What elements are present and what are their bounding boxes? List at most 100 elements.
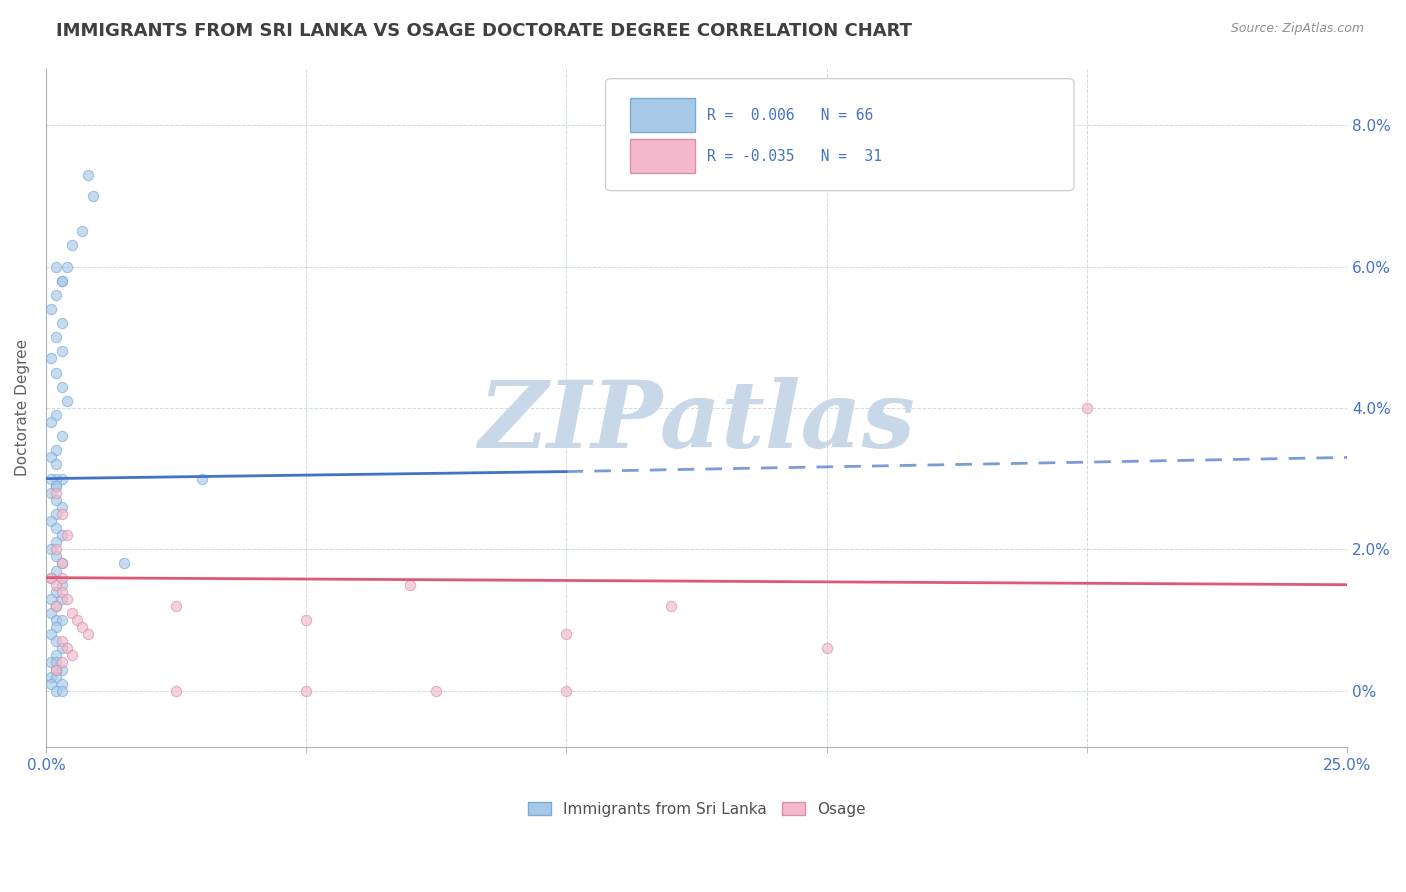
Point [45, 549, 67, 564]
Point [51, 663, 73, 677]
Point [45, 620, 67, 634]
Point [39, 591, 62, 606]
Point [51, 634, 73, 648]
Point [165, 683, 187, 698]
Text: ZIPatlas: ZIPatlas [478, 376, 915, 467]
Point [51, 344, 73, 359]
Point [51, 577, 73, 591]
Point [39, 485, 62, 500]
Point [45, 656, 67, 670]
Point [51, 500, 73, 514]
Point [45, 599, 67, 613]
Point [51, 316, 73, 330]
Point [45, 458, 67, 472]
Point [56, 591, 79, 606]
Point [39, 415, 62, 429]
Point [60, 606, 83, 620]
Point [45, 663, 67, 677]
Point [45, 599, 67, 613]
Point [39, 542, 62, 557]
Point [45, 260, 67, 274]
Point [39, 472, 62, 486]
FancyBboxPatch shape [606, 78, 1074, 191]
Point [45, 507, 67, 521]
Point [45, 492, 67, 507]
Point [39, 676, 62, 690]
Point [45, 542, 67, 557]
Point [51, 274, 73, 288]
Point [56, 393, 79, 408]
Point [45, 479, 67, 493]
Point [39, 351, 62, 366]
Point [39, 301, 62, 316]
Point [295, 613, 318, 627]
Point [165, 599, 187, 613]
Point [45, 485, 67, 500]
Point [45, 663, 67, 677]
Point [60, 238, 83, 252]
Point [45, 521, 67, 535]
Point [45, 535, 67, 549]
Point [39, 656, 62, 670]
Text: IMMIGRANTS FROM SRI LANKA VS OSAGE DOCTORATE DEGREE CORRELATION CHART: IMMIGRANTS FROM SRI LANKA VS OSAGE DOCTO… [56, 22, 912, 40]
Point [555, 627, 578, 641]
Point [76, 627, 98, 641]
Point [45, 577, 67, 591]
Point [39, 606, 62, 620]
Point [815, 641, 838, 656]
FancyBboxPatch shape [630, 98, 696, 132]
Point [82, 189, 104, 203]
Point [51, 641, 73, 656]
Y-axis label: Doctorate Degree: Doctorate Degree [15, 339, 30, 476]
Point [45, 443, 67, 458]
Point [51, 656, 73, 670]
Point [45, 584, 67, 599]
Text: Source: ZipAtlas.com: Source: ZipAtlas.com [1230, 22, 1364, 36]
Point [51, 557, 73, 571]
Point [51, 676, 73, 690]
Point [72, 224, 94, 238]
Point [56, 528, 79, 542]
Point [399, 577, 422, 591]
Point [51, 557, 73, 571]
Point [39, 670, 62, 684]
Point [51, 429, 73, 443]
Point [1076, 401, 1098, 415]
Point [39, 627, 62, 641]
Point [425, 683, 447, 698]
Point [56, 641, 79, 656]
Point [45, 472, 67, 486]
Point [51, 571, 73, 585]
Point [56, 260, 79, 274]
Point [72, 620, 94, 634]
Point [39, 571, 62, 585]
Point [51, 683, 73, 698]
Point [51, 584, 73, 599]
FancyBboxPatch shape [630, 139, 696, 173]
Point [51, 507, 73, 521]
Point [45, 564, 67, 578]
Point [555, 683, 578, 698]
Point [659, 599, 682, 613]
Point [51, 380, 73, 394]
Point [45, 613, 67, 627]
Point [295, 683, 318, 698]
Point [76, 168, 98, 182]
Point [112, 557, 135, 571]
Point [191, 472, 214, 486]
Text: R = -0.035   N =  31: R = -0.035 N = 31 [707, 149, 882, 163]
Point [51, 591, 73, 606]
Point [60, 648, 83, 663]
Point [51, 528, 73, 542]
Point [45, 634, 67, 648]
Point [45, 683, 67, 698]
Point [45, 670, 67, 684]
Legend: Immigrants from Sri Lanka, Osage: Immigrants from Sri Lanka, Osage [522, 796, 872, 823]
Point [39, 450, 62, 465]
Point [45, 330, 67, 344]
Point [51, 274, 73, 288]
Point [45, 287, 67, 301]
Text: R =  0.006   N = 66: R = 0.006 N = 66 [707, 108, 873, 123]
Point [39, 571, 62, 585]
Point [45, 366, 67, 380]
